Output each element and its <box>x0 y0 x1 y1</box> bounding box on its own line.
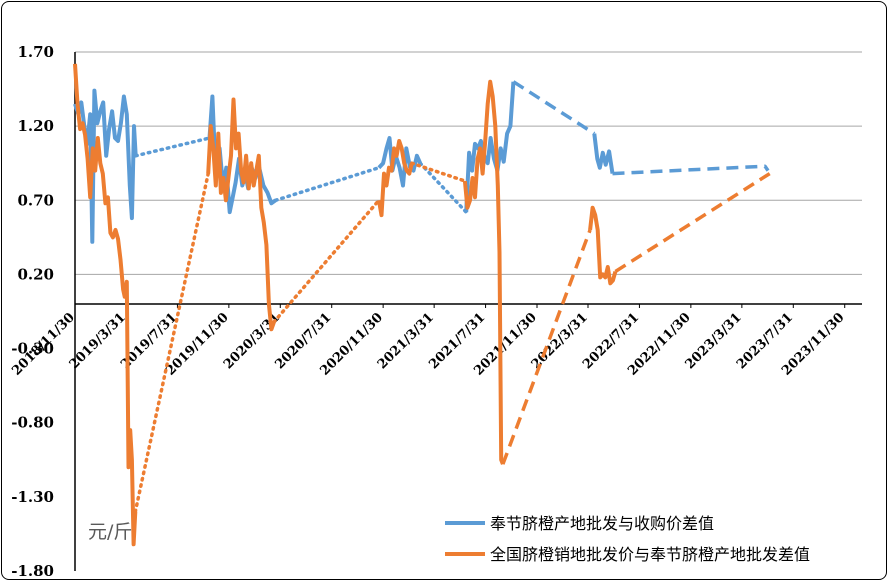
series-2 <box>73 63 771 547</box>
series-1-line-dashed <box>612 164 770 176</box>
plot-area <box>73 63 771 547</box>
y-tick-label: 0.20 <box>17 265 54 283</box>
y-tick-label: 1.70 <box>17 43 54 61</box>
legend-label-series-1: 奉节脐橙产地批发与收购价差值 <box>490 514 714 533</box>
x-axis: 2018/11/302019/3/312019/7/312019/11/3020… <box>9 303 862 379</box>
y-tick-label: -1.80 <box>11 562 54 580</box>
series-2-line-dashed <box>614 172 771 273</box>
unit-label: 元/斤 <box>88 521 132 543</box>
series-1-line-dotted <box>273 165 381 203</box>
series-2-line-solid <box>73 63 138 547</box>
series-2-line-solid <box>376 139 414 218</box>
y-tick-label: -0.80 <box>11 414 54 432</box>
series-1 <box>73 80 770 244</box>
series-1-line-solid <box>592 133 615 174</box>
series-1-line-solid <box>73 88 138 244</box>
legend-label-series-2: 全国脐橙销地批发价与奉节脐橙产地批发差值 <box>490 545 810 564</box>
series-2-line-dotted <box>410 161 467 183</box>
legend: 奉节脐橙产地批发与收购价差值 全国脐橙销地批发价与奉节脐橙产地批发差值 <box>445 514 810 564</box>
y-tick-label: -1.30 <box>11 488 54 506</box>
y-tick-label: -0.30 <box>11 340 54 358</box>
series-1-line-solid <box>377 136 423 188</box>
y-tick-label: 0.70 <box>17 191 54 209</box>
y-axis: 1.70 1.20 0.70 0.20 -0.30 -0.80 -1.30 -1.80 <box>11 43 76 580</box>
series-2-line-solid <box>206 97 276 332</box>
series-2-line-dotted <box>133 171 210 514</box>
series-1-line-dotted <box>133 136 212 158</box>
series-2-line-solid <box>462 79 505 465</box>
series-1-line-solid <box>464 81 516 213</box>
series-1-line-dotted <box>418 161 468 214</box>
y-tick-label: 1.20 <box>17 117 54 135</box>
series-2-line-solid <box>588 205 618 286</box>
series-2-line-dotted <box>272 198 381 324</box>
series-2-line-dashed <box>501 229 592 465</box>
series-1-line-dashed <box>512 80 596 136</box>
